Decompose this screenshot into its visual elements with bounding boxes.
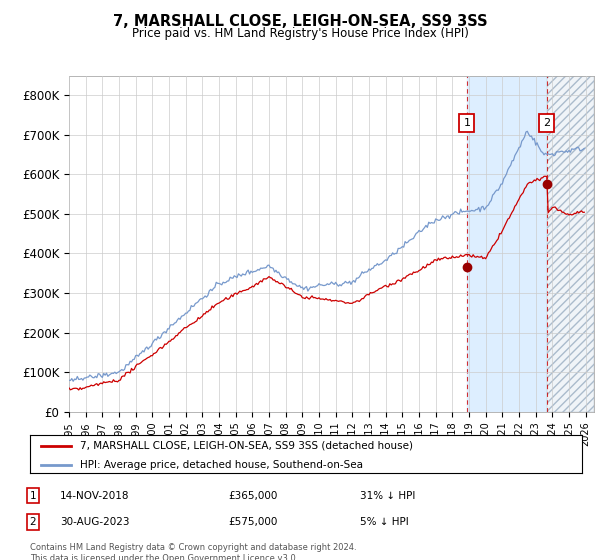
Text: Contains HM Land Registry data © Crown copyright and database right 2024.
This d: Contains HM Land Registry data © Crown c… [30, 543, 356, 560]
Text: £575,000: £575,000 [228, 517, 277, 527]
Text: £365,000: £365,000 [228, 491, 277, 501]
Text: 7, MARSHALL CLOSE, LEIGH-ON-SEA, SS9 3SS (detached house): 7, MARSHALL CLOSE, LEIGH-ON-SEA, SS9 3SS… [80, 441, 413, 451]
Bar [467, 76, 547, 412]
Text: HPI: Average price, detached house, Southend-on-Sea: HPI: Average price, detached house, Sout… [80, 460, 362, 470]
Text: 1: 1 [29, 491, 37, 501]
Text: Price paid vs. HM Land Registry's House Price Index (HPI): Price paid vs. HM Land Registry's House … [131, 27, 469, 40]
Text: 2: 2 [29, 517, 37, 527]
Text: 1: 1 [463, 118, 470, 128]
Text: 7, MARSHALL CLOSE, LEIGH-ON-SEA, SS9 3SS: 7, MARSHALL CLOSE, LEIGH-ON-SEA, SS9 3SS [113, 14, 487, 29]
Bar [547, 76, 594, 412]
Text: 5% ↓ HPI: 5% ↓ HPI [360, 517, 409, 527]
Bar [467, 76, 547, 412]
Text: 2: 2 [543, 118, 550, 128]
Text: 31% ↓ HPI: 31% ↓ HPI [360, 491, 415, 501]
Text: 14-NOV-2018: 14-NOV-2018 [60, 491, 130, 501]
Bar [547, 76, 594, 412]
Text: 30-AUG-2023: 30-AUG-2023 [60, 517, 130, 527]
